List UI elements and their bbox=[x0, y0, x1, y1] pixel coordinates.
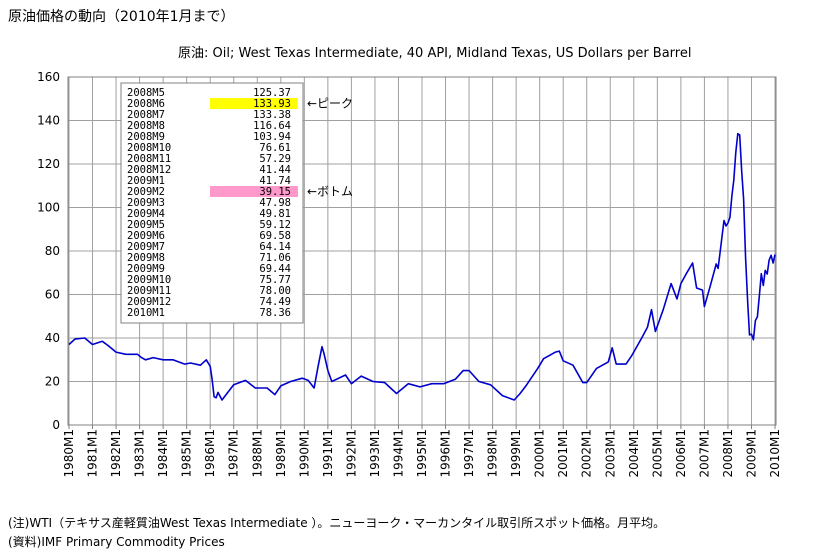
y-tick-label: 80 bbox=[45, 244, 60, 258]
x-tick-label: 2003M1 bbox=[603, 429, 617, 478]
table-period: 2008M11 bbox=[127, 153, 171, 165]
plot-frame bbox=[67, 76, 777, 426]
table-period: 2009M6 bbox=[127, 230, 165, 242]
table-period: 2009M1 bbox=[127, 175, 165, 187]
table-value: 78.00 bbox=[259, 285, 291, 297]
table-period: 2008M9 bbox=[127, 131, 165, 143]
y-tick-label: 100 bbox=[37, 201, 60, 215]
x-tick-label: 1982M1 bbox=[109, 429, 123, 478]
x-tick-label: 1992M1 bbox=[344, 429, 358, 478]
x-tick-label: 2004M1 bbox=[627, 429, 641, 478]
table-value: 74.49 bbox=[259, 296, 291, 308]
x-tick-label: 1993M1 bbox=[368, 429, 382, 478]
x-tick-label: 1985M1 bbox=[180, 429, 194, 478]
table-period: 2008M5 bbox=[127, 87, 165, 99]
table-period: 2009M5 bbox=[127, 219, 165, 231]
y-tick-label: 20 bbox=[45, 375, 60, 389]
y-tick-label: 0 bbox=[52, 418, 60, 432]
table-period: 2008M12 bbox=[127, 164, 171, 176]
x-tick-label: 2002M1 bbox=[580, 429, 594, 478]
table-value: 75.77 bbox=[259, 274, 291, 286]
data-table: 2008M5 125.37 2008M6 133.93 2008M7 133.38 2008… bbox=[120, 82, 304, 324]
page-title: 原油価格の動向（2010年1月まで） bbox=[8, 9, 235, 25]
table-value: 57.29 bbox=[259, 153, 291, 165]
table-value: 49.81 bbox=[259, 208, 291, 220]
table-value: 76.61 bbox=[259, 142, 291, 154]
table-period: 2010M1 bbox=[127, 307, 165, 319]
table-value: 133.38 bbox=[253, 109, 291, 121]
table-value: 41.44 bbox=[259, 164, 291, 176]
source-note: (資料)IMF Primary Commodity Prices bbox=[8, 535, 225, 549]
x-tick-label: 1990M1 bbox=[297, 429, 311, 478]
peak-annotation: ←ピーク bbox=[307, 97, 353, 111]
table-period: 2009M12 bbox=[127, 296, 171, 308]
annotations: ←ピーク ←ボトム bbox=[307, 97, 353, 199]
footnote: (注)WTI（テキサス産軽質油West Texas Intermediate ）… bbox=[8, 516, 666, 530]
y-tick-label: 120 bbox=[37, 157, 60, 171]
table-period: 2009M4 bbox=[127, 208, 165, 220]
table-value: 39.15 bbox=[259, 186, 291, 198]
table-value: 47.98 bbox=[259, 197, 291, 209]
y-tick-label: 40 bbox=[45, 331, 60, 345]
x-tick-label: 1995M1 bbox=[415, 429, 429, 478]
table-period: 2009M9 bbox=[127, 263, 165, 275]
bottom-annotation: ←ボトム bbox=[307, 185, 353, 199]
x-tick-label: 1994M1 bbox=[391, 429, 405, 478]
table-value: 103.94 bbox=[253, 131, 291, 143]
table-highlight bbox=[210, 186, 298, 197]
table-period: 2008M7 bbox=[127, 109, 165, 121]
table-period: 2009M11 bbox=[127, 285, 171, 297]
x-tick-label: 1997M1 bbox=[462, 429, 476, 478]
table-period: 2009M8 bbox=[127, 252, 165, 264]
x-tick-label: 2001M1 bbox=[556, 429, 570, 478]
table-value: 116.64 bbox=[253, 120, 291, 132]
chart-subtitle: 原油: Oil; West Texas Intermediate, 40 API… bbox=[178, 46, 692, 61]
x-tick-label: 1981M1 bbox=[86, 429, 100, 478]
x-tick-label: 1980M1 bbox=[62, 429, 76, 478]
x-tick-label: 1989M1 bbox=[274, 429, 288, 478]
grid-lines bbox=[68, 76, 776, 426]
table-period: 2009M3 bbox=[127, 197, 165, 209]
table-value: 125.37 bbox=[253, 87, 291, 99]
x-tick-label: 2007M1 bbox=[697, 429, 711, 478]
table-value: 71.06 bbox=[259, 252, 291, 264]
x-tick-label: 2009M1 bbox=[744, 429, 758, 478]
x-axis-ticks: 1980M1 1981M1 1982M1 1983M1 1984M1 1985M1 1986… bbox=[62, 425, 782, 478]
x-tick-label: 1988M1 bbox=[250, 429, 264, 478]
table-value: 41.74 bbox=[259, 175, 291, 187]
table-value: 59.12 bbox=[259, 219, 291, 231]
table-period: 2008M10 bbox=[127, 142, 171, 154]
line-chart: 0 20 40 60 80 100 120 140 160 1980M1 1981M1 1982M1… bbox=[37, 70, 782, 478]
y-tick-label: 60 bbox=[45, 288, 60, 302]
x-tick-label: 1996M1 bbox=[439, 429, 453, 478]
table-period: 2009M10 bbox=[127, 274, 171, 286]
x-tick-label: 2000M1 bbox=[533, 429, 547, 478]
x-tick-label: 1986M1 bbox=[203, 429, 217, 478]
x-tick-label: 1987M1 bbox=[227, 429, 241, 478]
table-box bbox=[120, 82, 304, 324]
table-period: 2009M2 bbox=[127, 186, 165, 198]
table-value: 78.36 bbox=[259, 307, 291, 319]
series-line bbox=[68, 132, 776, 401]
table-value: 69.58 bbox=[259, 230, 291, 242]
table-highlight bbox=[210, 98, 298, 109]
table-period: 2009M7 bbox=[127, 241, 165, 253]
x-tick-label: 1983M1 bbox=[133, 429, 147, 478]
table-period: 2008M6 bbox=[127, 98, 165, 110]
x-tick-label: 1998M1 bbox=[486, 429, 500, 478]
x-tick-label: 2010M1 bbox=[768, 429, 782, 478]
y-axis-ticks: 0 20 40 60 80 100 120 140 160 bbox=[37, 70, 60, 432]
x-tick-label: 2008M1 bbox=[721, 429, 735, 478]
x-tick-label: 2006M1 bbox=[674, 429, 688, 478]
x-tick-label: 1984M1 bbox=[156, 429, 170, 478]
x-tick-label: 1999M1 bbox=[509, 429, 523, 478]
table-value: 133.93 bbox=[253, 98, 291, 110]
table-value: 69.44 bbox=[259, 263, 291, 275]
table-period: 2008M8 bbox=[127, 120, 165, 132]
x-tick-label: 1991M1 bbox=[321, 429, 335, 478]
y-tick-label: 160 bbox=[37, 70, 60, 84]
y-tick-label: 140 bbox=[37, 114, 60, 128]
x-tick-label: 2005M1 bbox=[650, 429, 664, 478]
table-value: 64.14 bbox=[259, 241, 291, 253]
